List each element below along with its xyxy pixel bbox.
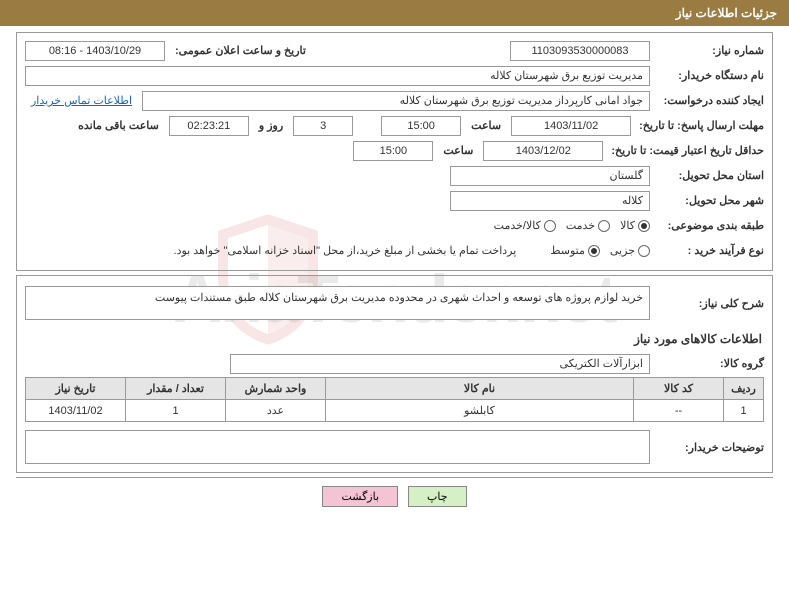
radio-medium-label: متوسط: [550, 244, 585, 257]
hour-label-1: ساعت: [465, 119, 507, 132]
info-section: شماره نیاز: 1103093530000083 تاریخ و ساع…: [16, 32, 773, 271]
radio-icon: [638, 245, 650, 257]
radio-goods-service[interactable]: کالا/خدمت: [494, 219, 556, 232]
countdown-suffix: ساعت باقی مانده: [72, 119, 165, 132]
city-field: کلاله: [450, 191, 650, 211]
validity-hour-field: 15:00: [353, 141, 433, 161]
hour-label-2: ساعت: [437, 144, 479, 157]
desc-title: شرح کلی نیاز:: [654, 297, 764, 310]
table-header-row: ردیف کد کالا نام کالا واحد شمارش تعداد /…: [26, 378, 764, 400]
radio-goods-label: کالا: [620, 219, 635, 232]
radio-goods[interactable]: کالا: [620, 219, 650, 232]
radio-service-label: خدمت: [566, 219, 595, 232]
col-unit: واحد شمارش: [226, 378, 326, 400]
requester-label: ایجاد کننده درخواست:: [654, 94, 764, 107]
radio-medium[interactable]: متوسط: [550, 244, 600, 257]
city-label: شهر محل تحویل:: [654, 194, 764, 207]
deadline-date-field: 1403/11/02: [511, 116, 631, 136]
validity-label: حداقل تاریخ اعتبار قیمت: تا تاریخ:: [607, 144, 764, 157]
radio-service[interactable]: خدمت: [566, 219, 610, 232]
announce-field: 1403/10/29 - 08:16: [25, 41, 165, 61]
radio-icon: [638, 220, 650, 232]
radio-icon: [588, 245, 600, 257]
province-label: استان محل تحویل:: [654, 169, 764, 182]
col-name: نام کالا: [326, 378, 634, 400]
process-label: نوع فرآیند خرید :: [654, 244, 764, 257]
back-button[interactable]: بازگشت: [322, 486, 398, 507]
radio-icon: [544, 220, 556, 232]
desc-box: خرید لوازم پروژه های توسعه و احداث شهری …: [25, 286, 650, 320]
cell-unit: عدد: [226, 400, 326, 422]
announce-label: تاریخ و ساعت اعلان عمومی:: [169, 44, 312, 57]
buyer-label: نام دستگاه خریدار:: [654, 69, 764, 82]
req-no-label: شماره نیاز:: [654, 44, 764, 57]
contact-link[interactable]: اطلاعات تماس خریدار: [25, 94, 138, 107]
items-title: اطلاعات کالاهای مورد نیاز: [25, 326, 764, 352]
table-row: 1 -- کابلشو عدد 1 1403/11/02: [26, 400, 764, 422]
col-row: ردیف: [724, 378, 764, 400]
days-and-label: روز و: [253, 119, 289, 132]
radio-goods-service-label: کالا/خدمت: [494, 219, 541, 232]
cell-date: 1403/11/02: [26, 400, 126, 422]
items-table: ردیف کد کالا نام کالا واحد شمارش تعداد /…: [25, 377, 764, 422]
col-code: کد کالا: [634, 378, 724, 400]
section-title: جزئیات اطلاعات نیاز: [676, 6, 777, 20]
province-field: گلستان: [450, 166, 650, 186]
desc-section: شرح کلی نیاز: خرید لوازم پروژه های توسعه…: [16, 275, 773, 473]
notes-box: [25, 430, 650, 464]
buyer-field: مدیریت توزیع برق شهرستان کلاله: [25, 66, 650, 86]
radio-partial-label: جزیی: [610, 244, 635, 257]
col-date: تاریخ نیاز: [26, 378, 126, 400]
cell-qty: 1: [126, 400, 226, 422]
process-radio-group: جزیی متوسط: [550, 244, 650, 257]
requester-field: جواد امانی کارپرداز مدیریت توزیع برق شهر…: [142, 91, 650, 111]
notes-label: توضیحات خریدار:: [654, 441, 764, 454]
category-radio-group: کالا خدمت کالا/خدمت: [494, 219, 650, 232]
cell-idx: 1: [724, 400, 764, 422]
section-header: جزئیات اطلاعات نیاز: [0, 0, 789, 26]
group-field: ابزارآلات الکتریکی: [230, 354, 650, 374]
col-qty: تعداد / مقدار: [126, 378, 226, 400]
button-bar: چاپ بازگشت: [0, 478, 789, 515]
deadline-hour-field: 15:00: [381, 116, 461, 136]
category-label: طبقه بندی موضوعی:: [654, 219, 764, 232]
req-no-field: 1103093530000083: [510, 41, 650, 61]
days-field: 3: [293, 116, 353, 136]
cell-code: --: [634, 400, 724, 422]
radio-partial[interactable]: جزیی: [610, 244, 650, 257]
cell-name: کابلشو: [326, 400, 634, 422]
payment-note: پرداخت تمام یا بخشی از مبلغ خرید،از محل …: [168, 244, 523, 257]
validity-date-field: 1403/12/02: [483, 141, 603, 161]
deadline-label: مهلت ارسال پاسخ: تا تاریخ:: [635, 119, 764, 132]
countdown-field: 02:23:21: [169, 116, 249, 136]
group-label: گروه کالا:: [654, 357, 764, 370]
radio-icon: [598, 220, 610, 232]
print-button[interactable]: چاپ: [408, 486, 467, 507]
